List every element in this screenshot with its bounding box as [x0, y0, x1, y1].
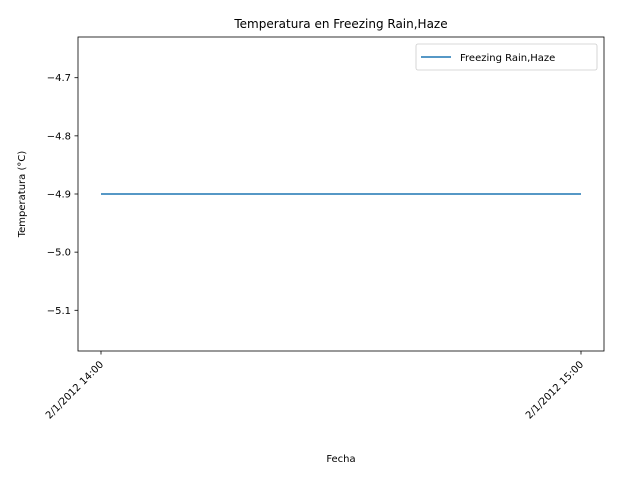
legend-entry-label: Freezing Rain,Haze [460, 53, 555, 64]
x-axis: 2/1/2012 14:00 2/1/2012 15:00 [44, 351, 586, 422]
y-tick-label: −4.7 [47, 73, 71, 84]
y-tick-label: −5.0 [47, 248, 71, 259]
legend-box [415, 43, 598, 71]
y-axis-label: Temperatura (°C) [17, 151, 28, 239]
y-axis: −4.7 −4.8 −4.9 −5.0 −5.1 [47, 73, 78, 317]
y-tick-label: −4.8 [47, 131, 71, 142]
x-tick-label: 2/1/2012 15:00 [524, 359, 586, 421]
x-axis-label: Fecha [326, 454, 355, 465]
y-tick-label: −5.1 [47, 306, 71, 317]
legend: Freezing Rain,Haze [415, 43, 598, 71]
x-tick-label: 2/1/2012 14:00 [44, 359, 106, 421]
chart-title: Temperatura en Freezing Rain,Haze [233, 17, 447, 31]
y-tick-label: −4.9 [47, 190, 71, 201]
